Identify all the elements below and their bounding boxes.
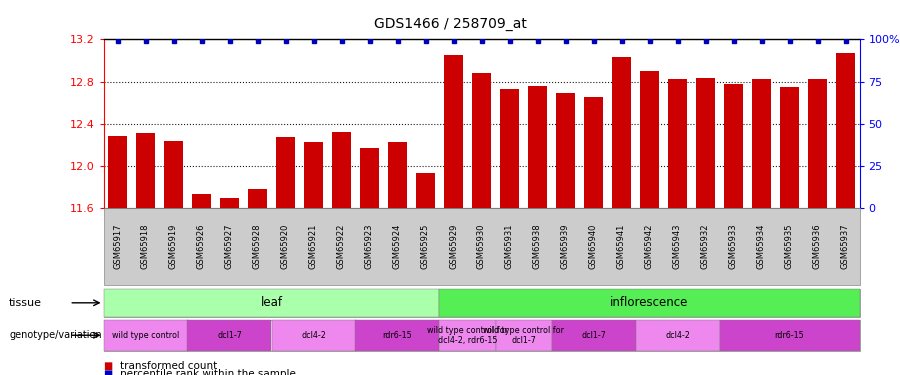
Bar: [108, 136, 127, 208]
Text: GSM65943: GSM65943: [673, 224, 682, 269]
Text: GSM65929: GSM65929: [449, 224, 458, 269]
Text: GSM65937: GSM65937: [841, 224, 850, 269]
Bar: [444, 55, 464, 208]
Text: GSM65922: GSM65922: [337, 224, 346, 269]
Bar: [807, 80, 827, 208]
Text: transformed count: transformed count: [120, 361, 217, 370]
Text: GSM65940: GSM65940: [589, 224, 598, 269]
Bar: [360, 148, 379, 208]
Bar: [220, 198, 239, 208]
Text: GSM65919: GSM65919: [169, 224, 178, 269]
Text: inflorescence: inflorescence: [610, 296, 688, 309]
Text: GSM65931: GSM65931: [505, 224, 514, 269]
Text: GSM65932: GSM65932: [701, 224, 710, 269]
Text: dcl4-2: dcl4-2: [302, 331, 326, 340]
Text: ■: ■: [104, 361, 112, 370]
Text: GSM65934: GSM65934: [757, 224, 766, 269]
Bar: [332, 132, 351, 208]
Text: wild type control: wild type control: [112, 331, 179, 340]
Text: GSM65936: GSM65936: [813, 224, 822, 269]
Bar: [388, 142, 408, 208]
Bar: [724, 84, 743, 208]
Text: dcl4-2: dcl4-2: [665, 331, 690, 340]
Text: wild type control for
dcl1-7: wild type control for dcl1-7: [483, 326, 564, 345]
Bar: [640, 71, 660, 208]
Bar: [584, 98, 603, 208]
Text: tissue: tissue: [9, 298, 42, 308]
Text: GSM65923: GSM65923: [365, 224, 374, 269]
Bar: [527, 86, 547, 208]
Bar: [612, 57, 631, 208]
Text: GSM65930: GSM65930: [477, 224, 486, 269]
Text: GSM65935: GSM65935: [785, 224, 794, 269]
Bar: [752, 80, 771, 208]
Text: GSM65928: GSM65928: [253, 224, 262, 269]
Bar: [500, 89, 519, 208]
Text: GSM65924: GSM65924: [393, 224, 402, 269]
Bar: [416, 173, 436, 208]
Text: wild type control for
dcl4-2, rdr6-15: wild type control for dcl4-2, rdr6-15: [427, 326, 508, 345]
Text: GSM65926: GSM65926: [197, 224, 206, 269]
Text: rdr6-15: rdr6-15: [382, 331, 412, 340]
Bar: [275, 138, 295, 208]
Text: GSM65927: GSM65927: [225, 224, 234, 269]
Bar: [668, 80, 688, 208]
Bar: [303, 142, 323, 208]
Bar: [836, 53, 855, 208]
Text: dcl1-7: dcl1-7: [217, 331, 242, 340]
Bar: [192, 194, 211, 208]
Bar: [696, 78, 716, 208]
Bar: [136, 133, 156, 208]
Text: rdr6-15: rdr6-15: [775, 331, 805, 340]
Text: genotype/variation: genotype/variation: [9, 330, 102, 340]
Text: GSM65939: GSM65939: [561, 224, 570, 269]
Text: GSM65917: GSM65917: [113, 224, 122, 269]
Text: percentile rank within the sample: percentile rank within the sample: [120, 369, 295, 375]
Text: GSM65920: GSM65920: [281, 224, 290, 269]
Text: GDS1466 / 258709_at: GDS1466 / 258709_at: [374, 17, 526, 31]
Text: dcl1-7: dcl1-7: [581, 331, 606, 340]
Text: ■: ■: [104, 369, 112, 375]
Text: GSM65921: GSM65921: [309, 224, 318, 269]
Bar: [555, 93, 575, 208]
Text: GSM65918: GSM65918: [141, 224, 150, 269]
Text: GSM65933: GSM65933: [729, 224, 738, 269]
Bar: [164, 141, 184, 208]
Text: GSM65942: GSM65942: [645, 224, 654, 269]
Text: leaf: leaf: [260, 296, 283, 309]
Bar: [779, 87, 799, 208]
Text: GSM65938: GSM65938: [533, 224, 542, 269]
Bar: [248, 189, 267, 208]
Text: GSM65925: GSM65925: [421, 224, 430, 269]
Text: GSM65941: GSM65941: [617, 224, 626, 269]
Bar: [472, 73, 491, 208]
